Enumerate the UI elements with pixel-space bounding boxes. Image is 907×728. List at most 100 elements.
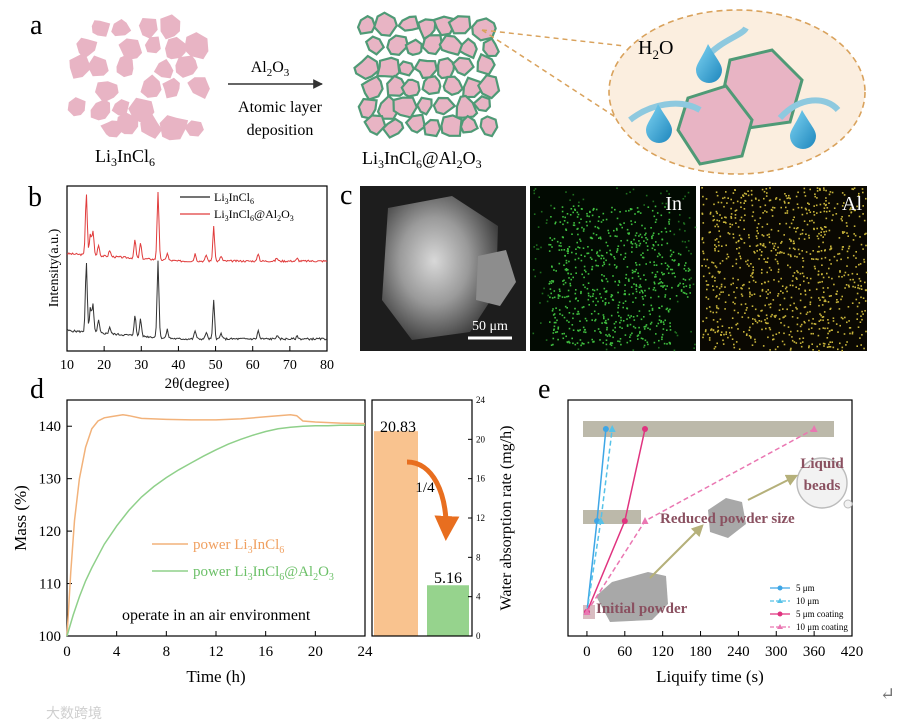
al-signal-dot [773, 315, 776, 317]
al-signal-dot [854, 234, 857, 237]
al-signal-dot [729, 223, 731, 225]
al-signal-dot [717, 326, 719, 328]
coated-particle [397, 15, 421, 32]
coated-particle [360, 75, 384, 101]
al-signal-dot [714, 248, 716, 250]
bar-label-coated: 5.16 [434, 570, 462, 587]
al-signal-dot [862, 213, 864, 215]
in-signal-dot [679, 253, 682, 256]
al-signal-dot [836, 203, 839, 205]
al-signal-dot [736, 287, 738, 289]
uncoated-particle [111, 99, 130, 118]
in-signal-dot [567, 341, 569, 344]
al-signal-dot [822, 327, 825, 329]
al-signal-dot [818, 250, 820, 253]
in-signal-dot [683, 268, 686, 270]
al-signal-dot [819, 313, 821, 315]
al-signal-dot [766, 234, 769, 236]
in-signal-dot [643, 274, 645, 276]
al-signal-dot [861, 310, 863, 313]
in-signal-dot [564, 255, 566, 257]
in-signal-dot [559, 221, 562, 223]
al-signal-dot [841, 192, 844, 194]
al-signal-dot [859, 263, 862, 265]
al-signal-dot [782, 308, 784, 310]
in-signal-dot [565, 262, 568, 264]
liquid-bead-small [843, 499, 853, 509]
al-signal-dot [771, 313, 773, 316]
al-signal-dot [779, 304, 782, 306]
in-signal-dot [631, 269, 634, 272]
in-signal-dot [674, 331, 676, 333]
in-signal-dot [642, 252, 644, 254]
al-signal-dot [711, 276, 713, 278]
al-signal-dot [770, 250, 773, 252]
absorption-y-tick-label: 20 [476, 434, 486, 444]
in-signal-dot [574, 292, 577, 295]
in-signal-dot [559, 242, 562, 244]
al-signal-dot [760, 310, 762, 312]
in-signal-dot [582, 247, 585, 249]
al-signal-dot [740, 293, 743, 296]
al-signal-dot [768, 303, 770, 306]
coated-particle [472, 95, 492, 113]
in-signal-dot [556, 319, 558, 322]
in-signal-dot [650, 321, 653, 324]
al-signal-dot [709, 310, 712, 313]
in-signal-dot [553, 313, 556, 315]
in-signal-dot [617, 284, 620, 286]
bar-label-uncoated: 20.83 [380, 419, 416, 436]
al-signal-dot [831, 341, 833, 343]
in-signal-dot [663, 284, 666, 287]
al-signal-dot [792, 219, 794, 221]
al-signal-dot [750, 189, 753, 192]
in-signal-dot [580, 292, 582, 295]
flow-arrow-2 [628, 100, 702, 123]
al-signal-dot [758, 258, 760, 260]
in-signal-dot [649, 261, 651, 264]
al-signal-dot [818, 232, 820, 235]
water-drop-2 [646, 104, 672, 143]
al-signal-dot [858, 192, 860, 195]
al-signal-dot [864, 233, 866, 236]
in-signal-dot [685, 246, 688, 249]
mass-plot-frame [66, 399, 366, 637]
al-signal-dot [707, 284, 710, 286]
in-signal-dot [632, 349, 635, 351]
al-signal-dot [809, 253, 812, 255]
xrd-x-tick-label: 60 [246, 358, 260, 373]
in-signal-dot [591, 237, 594, 240]
in-signal-dot [550, 282, 553, 284]
in-signal-dot [577, 246, 579, 248]
in-signal-dot [624, 292, 626, 295]
in-signal-dot [554, 331, 557, 334]
al-signal-dot [766, 223, 769, 225]
in-signal-dot [676, 300, 679, 303]
al-signal-dot [754, 219, 756, 222]
in-signal-dot [638, 210, 640, 213]
al-signal-dot [739, 255, 741, 258]
al-signal-dot [825, 197, 827, 199]
in-signal-dot [670, 253, 673, 256]
in-signal-dot [654, 221, 657, 223]
in-signal-dot [572, 342, 574, 345]
al-signal-dot [824, 249, 826, 251]
coated-particle [386, 34, 410, 56]
arrow-reagent-label: Al2O3 [251, 59, 290, 79]
in-signal-dot [594, 330, 596, 332]
in-signal-dot [654, 249, 656, 251]
in-signal-dot [671, 272, 674, 275]
al-signal-dot [795, 342, 798, 344]
al-signal-dot [778, 309, 781, 311]
in-signal-dot [605, 302, 607, 304]
in-signal-dot [555, 270, 557, 272]
in-signal-dot [676, 334, 679, 337]
in-signal-dot [666, 329, 668, 331]
al-signal-dot [840, 258, 842, 261]
in-signal-dot [636, 335, 639, 337]
in-signal-dot [644, 227, 646, 230]
in-signal-dot [641, 224, 643, 227]
in-signal-dot [602, 314, 605, 316]
al-signal-dot [856, 305, 859, 308]
water-drop-1 [696, 44, 722, 83]
